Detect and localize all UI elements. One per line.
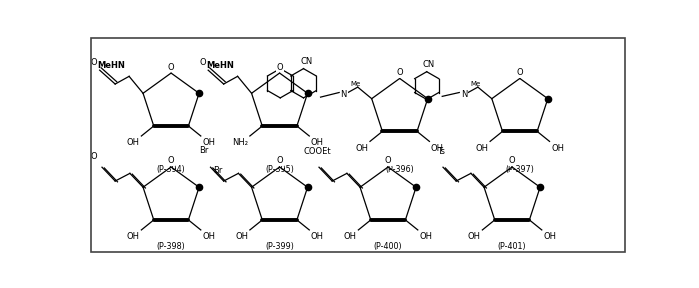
Text: OH: OH xyxy=(236,232,248,241)
Text: O: O xyxy=(517,68,523,77)
Text: OH: OH xyxy=(468,232,481,241)
Text: CN: CN xyxy=(301,56,312,66)
Text: O: O xyxy=(168,62,174,71)
Text: OH: OH xyxy=(202,232,215,241)
Text: OH: OH xyxy=(475,144,489,153)
Text: O: O xyxy=(91,58,97,67)
Text: Br: Br xyxy=(214,166,223,175)
Text: O: O xyxy=(276,62,283,71)
Text: (P-395): (P-395) xyxy=(265,165,294,174)
Text: OH: OH xyxy=(543,232,556,241)
Text: (P-399): (P-399) xyxy=(265,242,294,251)
Text: (P-398): (P-398) xyxy=(157,242,185,251)
Text: O: O xyxy=(384,156,391,166)
Text: NH₂: NH₂ xyxy=(232,138,248,147)
Text: MeHN: MeHN xyxy=(206,61,233,70)
Text: OH: OH xyxy=(311,232,324,241)
Text: N: N xyxy=(461,90,467,99)
Text: OH: OH xyxy=(551,144,564,153)
Text: (P-394): (P-394) xyxy=(157,165,185,174)
Text: MeHN: MeHN xyxy=(97,61,125,70)
Text: O: O xyxy=(91,152,97,161)
Text: N: N xyxy=(340,90,347,99)
Text: O: O xyxy=(199,58,206,67)
Text: O: O xyxy=(509,156,515,166)
Text: (P-401): (P-401) xyxy=(498,242,526,251)
Text: Ts: Ts xyxy=(438,147,445,156)
Text: COOEt: COOEt xyxy=(303,147,331,156)
Text: OH: OH xyxy=(311,138,324,147)
Text: OH: OH xyxy=(344,232,356,241)
Text: Me: Me xyxy=(350,81,360,87)
Text: Me: Me xyxy=(470,81,480,87)
Text: OH: OH xyxy=(127,232,140,241)
Text: OH: OH xyxy=(431,144,444,153)
Text: (P-397): (P-397) xyxy=(505,165,534,174)
Text: (P-400): (P-400) xyxy=(374,242,403,251)
Text: (P-396): (P-396) xyxy=(385,165,414,174)
Text: Br: Br xyxy=(200,146,209,155)
Text: OH: OH xyxy=(419,232,433,241)
Text: O: O xyxy=(168,156,174,166)
Text: O: O xyxy=(396,68,403,77)
Text: CN: CN xyxy=(423,60,435,69)
Text: OH: OH xyxy=(355,144,368,153)
Text: OH: OH xyxy=(202,138,215,147)
Text: O: O xyxy=(276,156,283,166)
Text: OH: OH xyxy=(127,138,140,147)
